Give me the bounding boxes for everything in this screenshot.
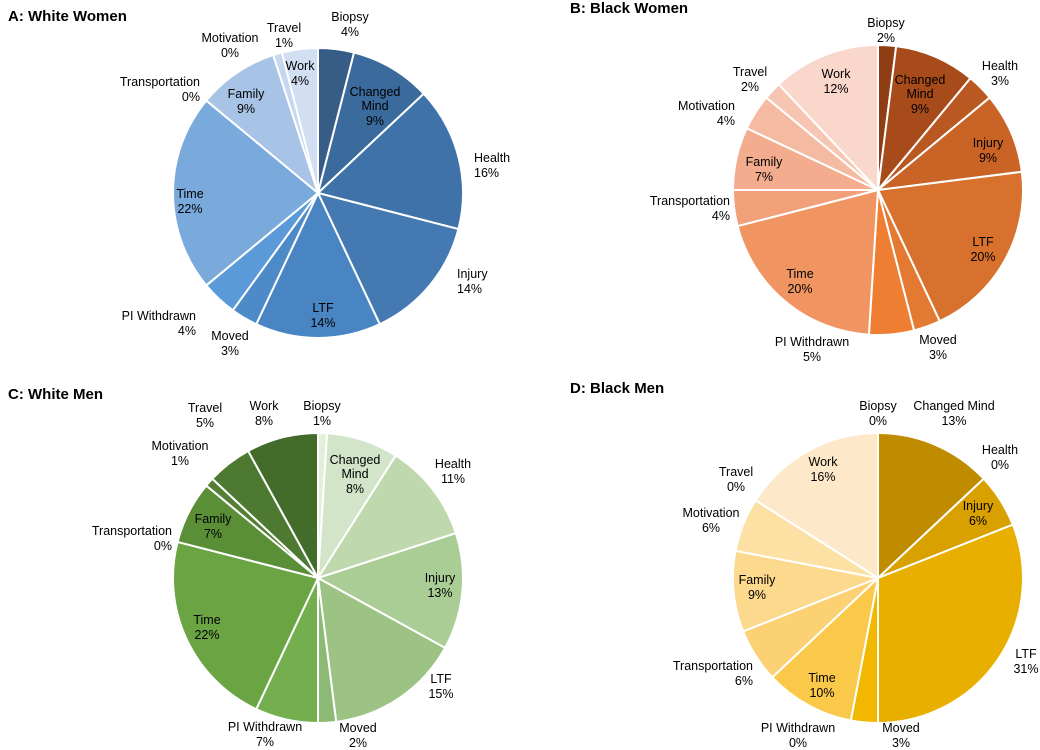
slice-label-ltf: LTF 15% (428, 672, 453, 701)
slice-label-motivation: Motivation 6% (683, 506, 740, 535)
slice-label-motivation: Motivation 4% (678, 99, 735, 128)
pie-slice-injury (316, 191, 460, 326)
slice-label-biopsy: Biopsy 2% (867, 16, 905, 45)
pie-slice-time (172, 540, 320, 711)
slice-label-work: Work 4% (286, 59, 316, 88)
slice-label-injury: Injury 14% (457, 267, 488, 296)
slice-label-transportation: Transportation 4% (650, 194, 730, 223)
slice-label-injury: Injury 6% (963, 499, 994, 528)
slice-label-family: Family 9% (739, 573, 777, 602)
slice-label-time: Time 22% (176, 187, 203, 216)
slice-label-pi-withdrawn: PI Withdrawn 0% (761, 721, 835, 750)
slice-label-time: Time 20% (786, 267, 813, 296)
slice-label-work: Work 8% (250, 399, 280, 428)
slice-label-travel: Travel 2% (733, 65, 767, 94)
pie-slice-work (777, 43, 879, 193)
slice-label-changed-mind: Changed Mind 9% (895, 73, 946, 116)
chart-title: C: White Men (8, 386, 103, 403)
pie-panel-b-black-women: B: Black Women Biopsy 2% Changed Mind 9% Healt… (570, 0, 1024, 364)
pie-slice-time (736, 188, 880, 336)
slice-label-changed-mind: Changed Mind 9% (350, 85, 401, 128)
pie-slice-ltf (254, 190, 382, 339)
slice-label-work: Work 16% (809, 455, 839, 484)
pie-slice-work (280, 46, 319, 194)
pie-slice-ltf (316, 576, 447, 723)
slice-label-travel: Travel 1% (267, 21, 301, 50)
chart-title: B: Black Women (570, 0, 688, 17)
slice-label-time: Time 10% (808, 671, 835, 700)
pie-slice-family (732, 549, 882, 633)
pie-slice-time (770, 575, 880, 722)
pie-slice-family (204, 53, 321, 196)
slice-label-transportation: Transportation 6% (673, 659, 753, 688)
pie-slice-changed-mind (876, 45, 972, 194)
pie-slice-ltf (876, 170, 1024, 323)
slice-label-ltf: LTF 20% (970, 235, 995, 264)
slice-label-changed-mind: Changed Mind 8% (330, 453, 381, 496)
pie-slice-health (315, 92, 464, 231)
pie-panel-c-white-men: C: White Men Biopsy 1% Changed Mind 8% Health 1… (8, 386, 471, 750)
slice-label-moved: Moved 3% (211, 329, 249, 358)
slice-label-transportation: Transportation 0% (120, 75, 200, 104)
pie-slice-work (246, 431, 319, 579)
slice-label-biopsy: Biopsy 1% (303, 399, 341, 428)
slice-label-moved: Moved 3% (882, 721, 920, 750)
slice-label-travel: Travel 0% (719, 465, 753, 494)
pie-slice-changed-mind (877, 431, 986, 581)
slice-label-travel: Travel 5% (188, 401, 222, 430)
slice-label-changed-mind: Changed Mind 13% (913, 399, 994, 428)
pie-slice-work (754, 431, 879, 580)
slice-label-family: Family 9% (228, 87, 266, 116)
slice-label-injury: Injury 13% (425, 571, 456, 600)
slice-label-biopsy: Biopsy 4% (331, 10, 369, 39)
slice-label-pi-withdrawn: PI Withdrawn 7% (228, 720, 302, 749)
slice-label-pi-withdrawn: PI Withdrawn 4% (122, 309, 196, 338)
slice-label-health: Health 11% (435, 457, 471, 486)
pie-panel-a-white-women: A: White Women Biopsy 4% Changed Mind 9% Healt… (8, 8, 510, 358)
slice-label-biopsy: Biopsy 0% (859, 399, 897, 428)
slice-label-ltf: LTF 14% (310, 301, 335, 330)
pie-slice-health (315, 454, 458, 580)
slice-label-work: Work 12% (822, 67, 852, 96)
slice-label-motivation: Motivation 1% (152, 439, 209, 468)
slice-label-family: Family 7% (195, 512, 233, 541)
chart-title: D: Black Men (570, 380, 664, 397)
pie-slice-time (172, 99, 320, 287)
pie-panel-d-black-men: D: Black Men Biopsy 0% Changed Mind 13% Healt… (570, 380, 1039, 750)
pie-slice-injury (874, 96, 1023, 192)
slice-label-health: Health 0% (982, 443, 1018, 472)
slice-label-motivation: Motivation 0% (202, 31, 259, 60)
pie-slice-changed-mind (316, 51, 426, 197)
slice-label-injury: Injury 9% (973, 136, 1004, 165)
slice-label-health: Health 16% (474, 151, 510, 180)
slice-label-family: Family 7% (746, 155, 784, 184)
slice-label-moved: Moved 2% (339, 721, 377, 750)
slice-label-health: Health 3% (982, 59, 1018, 88)
pie-slice-injury (315, 531, 464, 650)
pie-slice-ltf (877, 523, 1024, 725)
slice-label-time: Time 22% (193, 613, 220, 642)
slice-label-ltf: LTF 31% (1013, 647, 1038, 676)
slice-label-pi-withdrawn: PI Withdrawn 5% (775, 335, 849, 364)
chart-title: A: White Women (8, 8, 127, 25)
slice-label-moved: Moved 3% (919, 333, 957, 362)
slice-label-transportation: Transportation 0% (92, 524, 172, 553)
